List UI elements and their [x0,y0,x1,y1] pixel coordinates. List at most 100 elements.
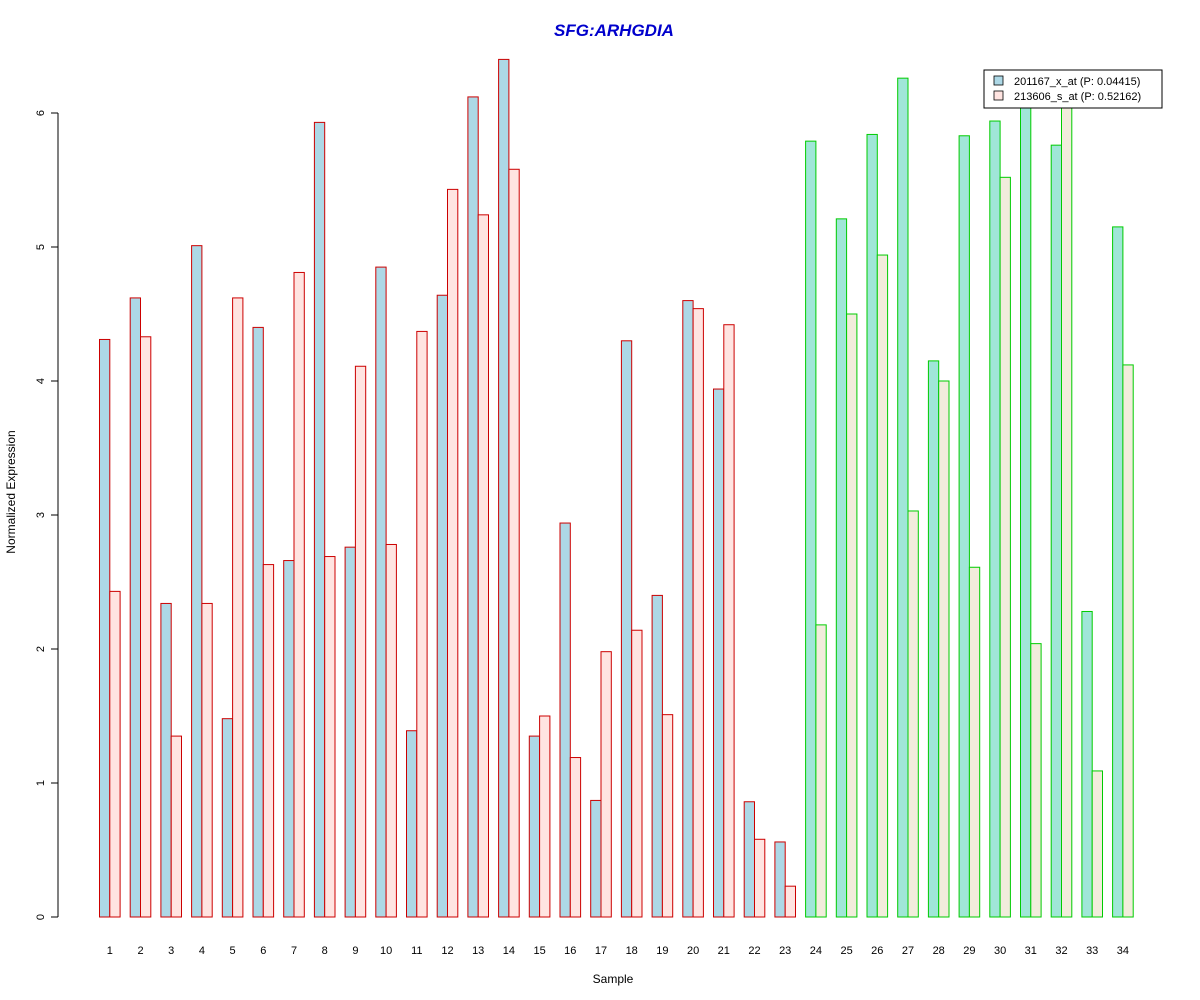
x-tick-label-17: 17 [595,945,607,957]
bar-sample-14-series-1 [498,58,510,918]
x-tick-label-14: 14 [503,945,515,957]
bar-sample-28-series-1 [927,360,940,918]
x-tick-label-16: 16 [564,945,576,957]
bar-sample-17-series-1 [590,799,602,918]
bar-sample-3-series-2 [170,735,182,918]
x-tick-label-31: 31 [1025,945,1037,957]
x-axis-label: Sample [593,972,634,986]
bar-sample-6-series-2 [262,564,275,918]
bar-sample-27-series-1 [897,77,909,918]
bar-sample-7-series-1 [283,560,295,918]
bar-sample-13-series-2 [477,214,490,918]
bar-sample-24-series-1 [805,140,817,918]
x-tick-label-11: 11 [411,945,422,957]
bar-sample-16-series-1 [559,522,571,918]
bar-sample-18-series-1 [620,340,633,918]
x-tick-label-28: 28 [933,945,945,957]
bar-sample-2-series-1 [129,297,141,918]
bars-group [99,58,1134,918]
bar-sample-9-series-1 [344,546,356,918]
bar-sample-20-series-1 [682,300,694,918]
bar-sample-32-series-2 [1061,104,1073,918]
bar-sample-4-series-1 [191,245,203,918]
x-tick-label-26: 26 [871,945,883,957]
x-tick-label-5: 5 [230,945,236,957]
bar-sample-2-series-2 [140,336,152,918]
legend-label-series-2: 213606_s_at (P: 0.52162) [1014,91,1141,103]
bar-sample-27-series-2 [907,510,919,918]
bar-sample-15-series-2 [539,715,551,918]
legend-swatch-series-1 [993,75,1004,86]
x-tick-label-32: 32 [1055,945,1067,957]
chart-title: SFG:ARHGDIA [554,21,674,40]
bar-sample-23-series-2 [784,885,797,918]
x-tick-label-3: 3 [168,945,174,957]
bar-sample-20-series-2 [692,308,704,918]
x-tick-label-7: 7 [291,945,297,957]
x-tick-label-6: 6 [260,945,266,957]
x-tick-label-18: 18 [626,945,638,957]
bar-sample-8-series-2 [324,556,336,918]
x-tick-label-19: 19 [656,945,668,957]
bar-sample-5-series-2 [232,297,244,918]
x-tick-label-34: 34 [1117,945,1129,957]
y-axis-label: Normalized Expression [4,430,18,553]
legend: 201167_x_at (P: 0.04415) 213606_s_at (P:… [983,69,1163,109]
x-tick-label-4: 4 [199,945,205,957]
bar-sample-29-series-2 [968,566,981,918]
bar-sample-19-series-2 [661,714,674,918]
bar-sample-19-series-1 [651,594,663,918]
x-tick-label-13: 13 [472,945,484,957]
bar-sample-9-series-2 [354,365,367,918]
x-tick-label-27: 27 [902,945,914,957]
bar-sample-16-series-2 [569,757,582,918]
bar-sample-21-series-1 [713,388,725,918]
bar-sample-8-series-1 [313,121,326,918]
y-tick-label: 0 [35,914,47,920]
bar-sample-25-series-1 [835,218,848,918]
x-tick-label-1: 1 [107,945,113,957]
bar-sample-11-series-1 [406,730,418,918]
bar-sample-32-series-1 [1050,144,1062,918]
bar-sample-12-series-2 [447,188,459,918]
x-tick-label-29: 29 [963,945,975,957]
x-tick-labels: 1 2 3 4 5 6 7 8 9 10 11 12 13 14 15 16 17 18 19 20 21 22 23 24 2… [107,945,1129,957]
bar-sample-31-series-1 [1020,99,1032,918]
x-tick-label-30: 30 [994,945,1006,957]
bar-sample-29-series-1 [958,135,970,918]
x-tick-label-2: 2 [137,945,143,957]
y-tick-label: 5 [35,244,47,250]
x-tick-label-12: 12 [441,945,453,957]
bar-sample-23-series-1 [774,841,786,918]
bar-sample-24-series-2 [815,624,827,918]
bar-sample-33-series-1 [1081,610,1093,918]
x-tick-label-24: 24 [810,945,822,957]
bar-sample-22-series-2 [754,838,766,918]
x-tick-label-23: 23 [779,945,791,957]
y-axis: 0 1 2 3 4 5 6 [35,110,59,920]
bar-sample-26-series-2 [876,254,889,918]
bar-sample-10-series-2 [385,543,397,918]
x-tick-label-33: 33 [1086,945,1098,957]
bar-sample-1-series-2 [109,590,121,918]
x-tick-label-9: 9 [352,945,358,957]
bar-sample-1-series-1 [99,338,111,918]
legend-box [983,69,1163,109]
legend-swatch-series-2 [993,90,1004,101]
y-tick-label: 4 [35,378,47,384]
bar-sample-18-series-2 [631,629,643,918]
bar-sample-21-series-2 [723,324,735,918]
bar-sample-3-series-1 [160,602,172,918]
x-tick-label-21: 21 [718,945,730,957]
x-tick-label-25: 25 [840,945,852,957]
bar-sample-7-series-2 [293,271,305,918]
bar-sample-12-series-1 [436,294,449,918]
bar-sample-11-series-2 [416,330,428,918]
bar-sample-4-series-2 [201,602,213,918]
bar-sample-33-series-2 [1091,770,1103,918]
bar-sample-22-series-1 [743,801,756,918]
x-tick-label-15: 15 [533,945,545,957]
bar-sample-30-series-2 [999,176,1011,918]
bar-sample-26-series-1 [866,133,878,918]
